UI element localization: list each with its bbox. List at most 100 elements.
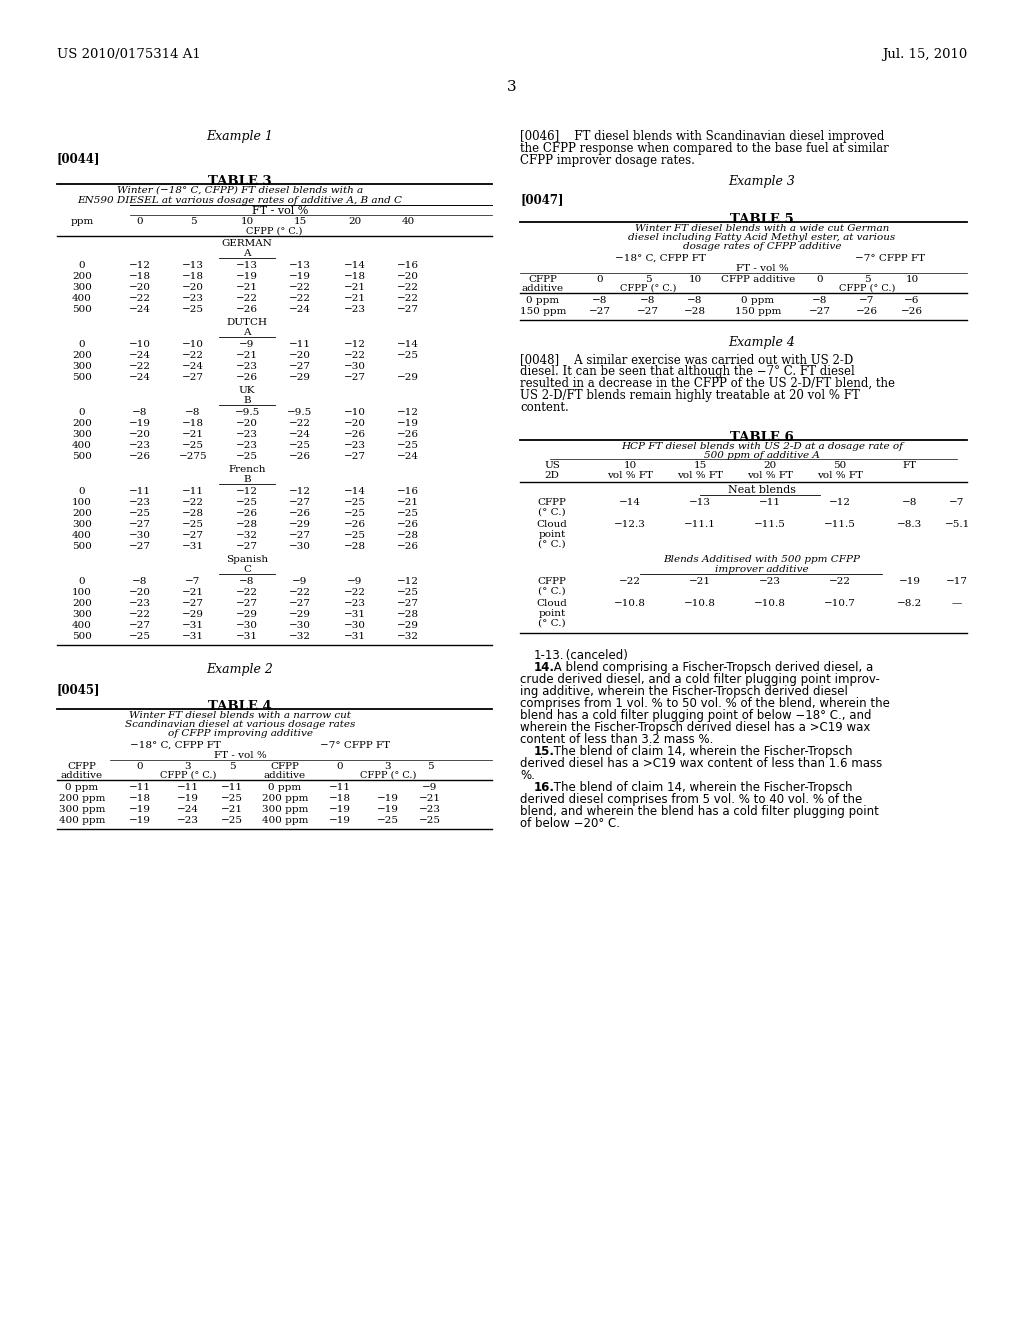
Text: −28: −28 xyxy=(684,308,706,315)
Text: −29: −29 xyxy=(289,610,311,619)
Text: −27: −27 xyxy=(809,308,831,315)
Text: −12: −12 xyxy=(289,487,311,496)
Text: −27: −27 xyxy=(589,308,611,315)
Text: −9.5: −9.5 xyxy=(234,408,260,417)
Text: [0046]    FT diesel blends with Scandinavian diesel improved: [0046] FT diesel blends with Scandinavia… xyxy=(520,129,885,143)
Text: −27: −27 xyxy=(182,599,204,609)
Text: −26: −26 xyxy=(236,305,258,314)
Text: blend, and wherein the blend has a cold filter plugging point: blend, and wherein the blend has a cold … xyxy=(520,805,879,818)
Text: −22: −22 xyxy=(618,577,641,586)
Text: 16.: 16. xyxy=(534,781,555,795)
Text: −20: −20 xyxy=(289,351,311,360)
Text: −11: −11 xyxy=(182,487,204,496)
Text: CFPP: CFPP xyxy=(538,577,566,586)
Text: −8: −8 xyxy=(812,296,827,305)
Text: 3: 3 xyxy=(184,762,191,771)
Text: −31: −31 xyxy=(344,632,366,642)
Text: −25: −25 xyxy=(397,587,419,597)
Text: −28: −28 xyxy=(236,520,258,529)
Text: CFPP: CFPP xyxy=(538,498,566,507)
Text: CFPP: CFPP xyxy=(528,275,557,284)
Text: −26: −26 xyxy=(129,451,151,461)
Text: −23: −23 xyxy=(236,441,258,450)
Text: 200: 200 xyxy=(72,510,92,517)
Text: −9: −9 xyxy=(347,577,362,586)
Text: −26: −26 xyxy=(344,520,366,529)
Text: −20: −20 xyxy=(129,282,151,292)
Text: −25: −25 xyxy=(289,441,311,450)
Text: Winter FT diesel blends with a wide cut German: Winter FT diesel blends with a wide cut … xyxy=(635,224,889,234)
Text: −7° CFPP FT: −7° CFPP FT xyxy=(855,253,925,263)
Text: −24: −24 xyxy=(182,362,204,371)
Text: −24: −24 xyxy=(289,305,311,314)
Text: −25: −25 xyxy=(344,531,366,540)
Text: A: A xyxy=(244,249,251,257)
Text: resulted in a decrease in the CFPP of the US 2-D/FT blend, the: resulted in a decrease in the CFPP of th… xyxy=(520,378,895,389)
Text: −12: −12 xyxy=(129,261,151,271)
Text: 150 ppm: 150 ppm xyxy=(520,308,566,315)
Text: −12: −12 xyxy=(236,487,258,496)
Text: 0 ppm: 0 ppm xyxy=(66,783,98,792)
Text: 100: 100 xyxy=(72,587,92,597)
Text: −30: −30 xyxy=(129,531,151,540)
Text: −22: −22 xyxy=(289,294,311,304)
Text: 0: 0 xyxy=(79,261,85,271)
Text: Winter (−18° C, CFPP) FT diesel blends with a: Winter (−18° C, CFPP) FT diesel blends w… xyxy=(117,186,364,195)
Text: −22: −22 xyxy=(129,362,151,371)
Text: 500: 500 xyxy=(72,374,92,381)
Text: 0 ppm: 0 ppm xyxy=(268,783,301,792)
Text: additive: additive xyxy=(522,284,564,293)
Text: −27: −27 xyxy=(344,451,366,461)
Text: Scandinavian diesel at various dosage rates: Scandinavian diesel at various dosage ra… xyxy=(125,719,355,729)
Text: −19: −19 xyxy=(377,805,399,814)
Text: [0045]: [0045] xyxy=(57,682,100,696)
Text: −14: −14 xyxy=(344,487,366,496)
Text: −20: −20 xyxy=(344,418,366,428)
Text: 15.: 15. xyxy=(534,744,555,758)
Text: −32: −32 xyxy=(397,632,419,642)
Text: −26: −26 xyxy=(397,430,419,440)
Text: vol % FT: vol % FT xyxy=(746,471,793,480)
Text: −11: −11 xyxy=(129,783,151,792)
Text: −23: −23 xyxy=(177,816,199,825)
Text: −25: −25 xyxy=(236,451,258,461)
Text: −27: −27 xyxy=(182,374,204,381)
Text: UK: UK xyxy=(239,385,255,395)
Text: −27: −27 xyxy=(397,305,419,314)
Text: −25: −25 xyxy=(129,510,151,517)
Text: —: — xyxy=(952,599,963,609)
Text: −23: −23 xyxy=(419,805,441,814)
Text: −27: −27 xyxy=(637,308,659,315)
Text: −14: −14 xyxy=(618,498,641,507)
Text: 20: 20 xyxy=(763,461,776,470)
Text: vol % FT: vol % FT xyxy=(677,471,723,480)
Text: −23: −23 xyxy=(129,599,151,609)
Text: 3: 3 xyxy=(507,81,517,94)
Text: −11: −11 xyxy=(759,498,781,507)
Text: −21: −21 xyxy=(397,498,419,507)
Text: −27: −27 xyxy=(289,599,311,609)
Text: 15: 15 xyxy=(293,216,306,226)
Text: −27: −27 xyxy=(182,531,204,540)
Text: −20: −20 xyxy=(129,587,151,597)
Text: Example 2: Example 2 xyxy=(207,663,273,676)
Text: content.: content. xyxy=(520,401,568,414)
Text: −13: −13 xyxy=(236,261,258,271)
Text: −26: −26 xyxy=(397,520,419,529)
Text: 0: 0 xyxy=(817,275,823,284)
Text: (° C.): (° C.) xyxy=(539,587,566,597)
Text: the CFPP response when compared to the base fuel at similar: the CFPP response when compared to the b… xyxy=(520,143,889,154)
Text: −22: −22 xyxy=(129,610,151,619)
Text: Jul. 15, 2010: Jul. 15, 2010 xyxy=(882,48,967,61)
Text: −18: −18 xyxy=(182,272,204,281)
Text: −8: −8 xyxy=(592,296,607,305)
Text: −24: −24 xyxy=(129,351,151,360)
Text: −19: −19 xyxy=(129,816,151,825)
Text: FT: FT xyxy=(903,461,918,470)
Text: 200: 200 xyxy=(72,272,92,281)
Text: 0: 0 xyxy=(79,408,85,417)
Text: DUTCH: DUTCH xyxy=(226,318,267,327)
Text: −25: −25 xyxy=(129,632,151,642)
Text: −30: −30 xyxy=(344,620,366,630)
Text: B: B xyxy=(243,475,251,484)
